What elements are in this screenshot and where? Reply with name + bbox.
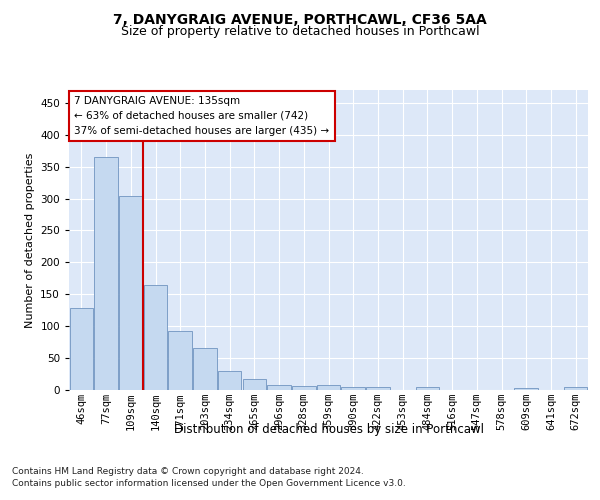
Text: 7 DANYGRAIG AVENUE: 135sqm
← 63% of detached houses are smaller (742)
37% of sem: 7 DANYGRAIG AVENUE: 135sqm ← 63% of deta… bbox=[74, 96, 329, 136]
Bar bbox=[317, 385, 340, 390]
Bar bbox=[292, 386, 316, 390]
Text: Contains HM Land Registry data © Crown copyright and database right 2024.: Contains HM Land Registry data © Crown c… bbox=[12, 468, 364, 476]
Bar bbox=[366, 388, 389, 390]
Bar bbox=[144, 286, 167, 390]
Text: 7, DANYGRAIG AVENUE, PORTHCAWL, CF36 5AA: 7, DANYGRAIG AVENUE, PORTHCAWL, CF36 5AA bbox=[113, 12, 487, 26]
Bar bbox=[242, 378, 266, 390]
Text: Contains public sector information licensed under the Open Government Licence v3: Contains public sector information licen… bbox=[12, 479, 406, 488]
Bar bbox=[514, 388, 538, 390]
Bar bbox=[416, 388, 439, 390]
Bar bbox=[70, 308, 93, 390]
Bar bbox=[218, 371, 241, 390]
Bar bbox=[169, 330, 192, 390]
Text: Size of property relative to detached houses in Porthcawl: Size of property relative to detached ho… bbox=[121, 25, 479, 38]
Bar bbox=[94, 157, 118, 390]
Bar bbox=[193, 348, 217, 390]
Bar bbox=[564, 388, 587, 390]
Y-axis label: Number of detached properties: Number of detached properties bbox=[25, 152, 35, 328]
Bar bbox=[119, 196, 143, 390]
Bar bbox=[341, 388, 365, 390]
Bar bbox=[268, 385, 291, 390]
Text: Distribution of detached houses by size in Porthcawl: Distribution of detached houses by size … bbox=[174, 422, 484, 436]
